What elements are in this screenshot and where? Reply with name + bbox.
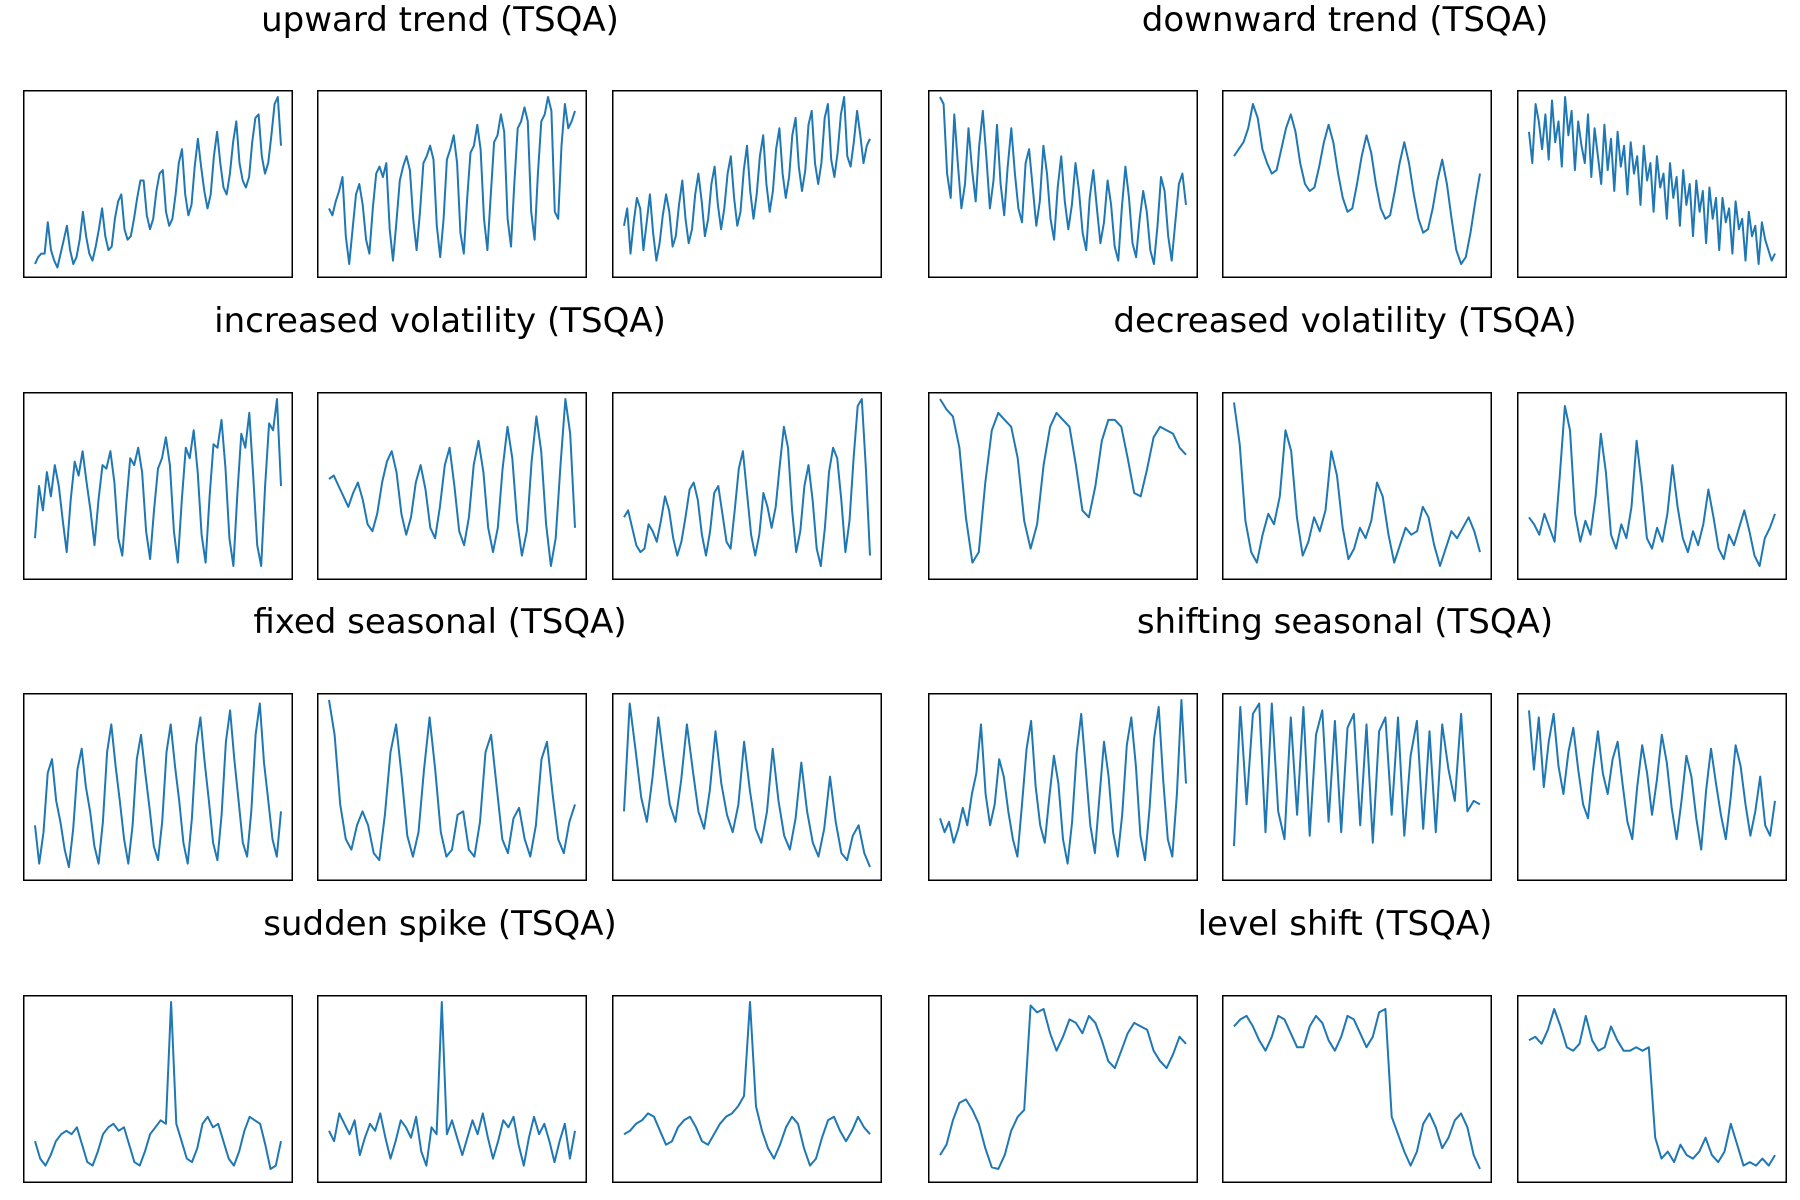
decreased-volatility-panel-1 xyxy=(928,392,1198,580)
series-line xyxy=(1233,103,1481,265)
panel-frame xyxy=(23,693,293,881)
shifting-seasonal-panel-2 xyxy=(1222,693,1492,881)
downward-trend-panel-2 xyxy=(1222,90,1492,278)
panel-frame xyxy=(1222,90,1492,278)
panel-frame xyxy=(1517,995,1787,1183)
panel-frame xyxy=(23,392,293,580)
panel-frame xyxy=(1222,392,1492,580)
series-line xyxy=(328,96,576,265)
panel-frame xyxy=(928,693,1198,881)
series-line xyxy=(328,699,576,862)
fixed-seasonal-panel-2 xyxy=(317,693,587,881)
panel-frame xyxy=(1222,995,1492,1183)
series-line xyxy=(939,1004,1187,1170)
increased-volatility-panel-1 xyxy=(23,392,293,580)
upward-trend-panel-2 xyxy=(317,90,587,278)
panel-frame xyxy=(1517,90,1787,278)
panel-frame xyxy=(612,392,882,580)
group-title-upward-trend: upward trend (TSQA) xyxy=(261,0,619,40)
series-line xyxy=(623,702,871,868)
series-line xyxy=(1528,1008,1776,1167)
upward-trend-panel-1 xyxy=(23,90,293,278)
series-line xyxy=(328,398,576,567)
series-line xyxy=(34,702,282,868)
panel-frame xyxy=(1517,693,1787,881)
group-title-sudden-spike: sudden spike (TSQA) xyxy=(263,904,617,944)
series-line xyxy=(1233,1008,1481,1170)
decreased-volatility-panel-2 xyxy=(1222,392,1492,580)
sudden-spike-panel-1 xyxy=(23,995,293,1183)
shifting-seasonal-panel-1 xyxy=(928,693,1198,881)
series-line xyxy=(1233,402,1481,567)
group-title-increased-volatility: increased volatility (TSQA) xyxy=(214,301,666,341)
series-line xyxy=(1233,702,1481,847)
group-title-shifting-seasonal: shifting seasonal (TSQA) xyxy=(1136,602,1554,642)
panel-frame xyxy=(1517,392,1787,580)
panel-frame xyxy=(612,90,882,278)
downward-trend-panel-3 xyxy=(1517,90,1787,278)
series-line xyxy=(34,1001,282,1170)
sudden-spike-panel-3 xyxy=(612,995,882,1183)
series-line xyxy=(34,96,282,269)
panel-frame xyxy=(928,392,1198,580)
group-title-downward-trend: downward trend (TSQA) xyxy=(1141,0,1549,40)
series-line xyxy=(623,398,871,567)
level-shift-panel-3 xyxy=(1517,995,1787,1183)
panel-frame xyxy=(1222,693,1492,881)
series-line xyxy=(1528,405,1776,567)
increased-volatility-panel-3 xyxy=(612,392,882,580)
series-line xyxy=(1528,96,1776,265)
group-title-decreased-volatility: decreased volatility (TSQA) xyxy=(1113,301,1577,341)
decreased-volatility-panel-3 xyxy=(1517,392,1787,580)
series-line xyxy=(939,96,1187,265)
level-shift-panel-1 xyxy=(928,995,1198,1183)
panel-frame xyxy=(23,995,293,1183)
series-line xyxy=(623,96,871,262)
panel-frame xyxy=(612,693,882,881)
series-line xyxy=(34,398,282,567)
panel-frame xyxy=(928,995,1198,1183)
series-line xyxy=(623,1001,871,1167)
panel-frame xyxy=(23,90,293,278)
sudden-spike-panel-2 xyxy=(317,995,587,1183)
panel-frame xyxy=(612,995,882,1183)
increased-volatility-panel-2 xyxy=(317,392,587,580)
panel-frame xyxy=(317,90,587,278)
panel-frame xyxy=(317,693,587,881)
panel-frame xyxy=(317,995,587,1183)
fixed-seasonal-panel-1 xyxy=(23,693,293,881)
series-line xyxy=(1528,710,1776,851)
fixed-seasonal-panel-3 xyxy=(612,693,882,881)
series-line xyxy=(939,699,1187,865)
downward-trend-panel-1 xyxy=(928,90,1198,278)
group-title-level-shift: level shift (TSQA) xyxy=(1197,904,1493,944)
group-title-fixed-seasonal: fixed seasonal (TSQA) xyxy=(253,602,627,642)
panel-frame xyxy=(317,392,587,580)
series-line xyxy=(939,398,1187,564)
level-shift-panel-2 xyxy=(1222,995,1492,1183)
shifting-seasonal-panel-3 xyxy=(1517,693,1787,881)
series-line xyxy=(328,1001,576,1167)
panel-frame xyxy=(928,90,1198,278)
upward-trend-panel-3 xyxy=(612,90,882,278)
